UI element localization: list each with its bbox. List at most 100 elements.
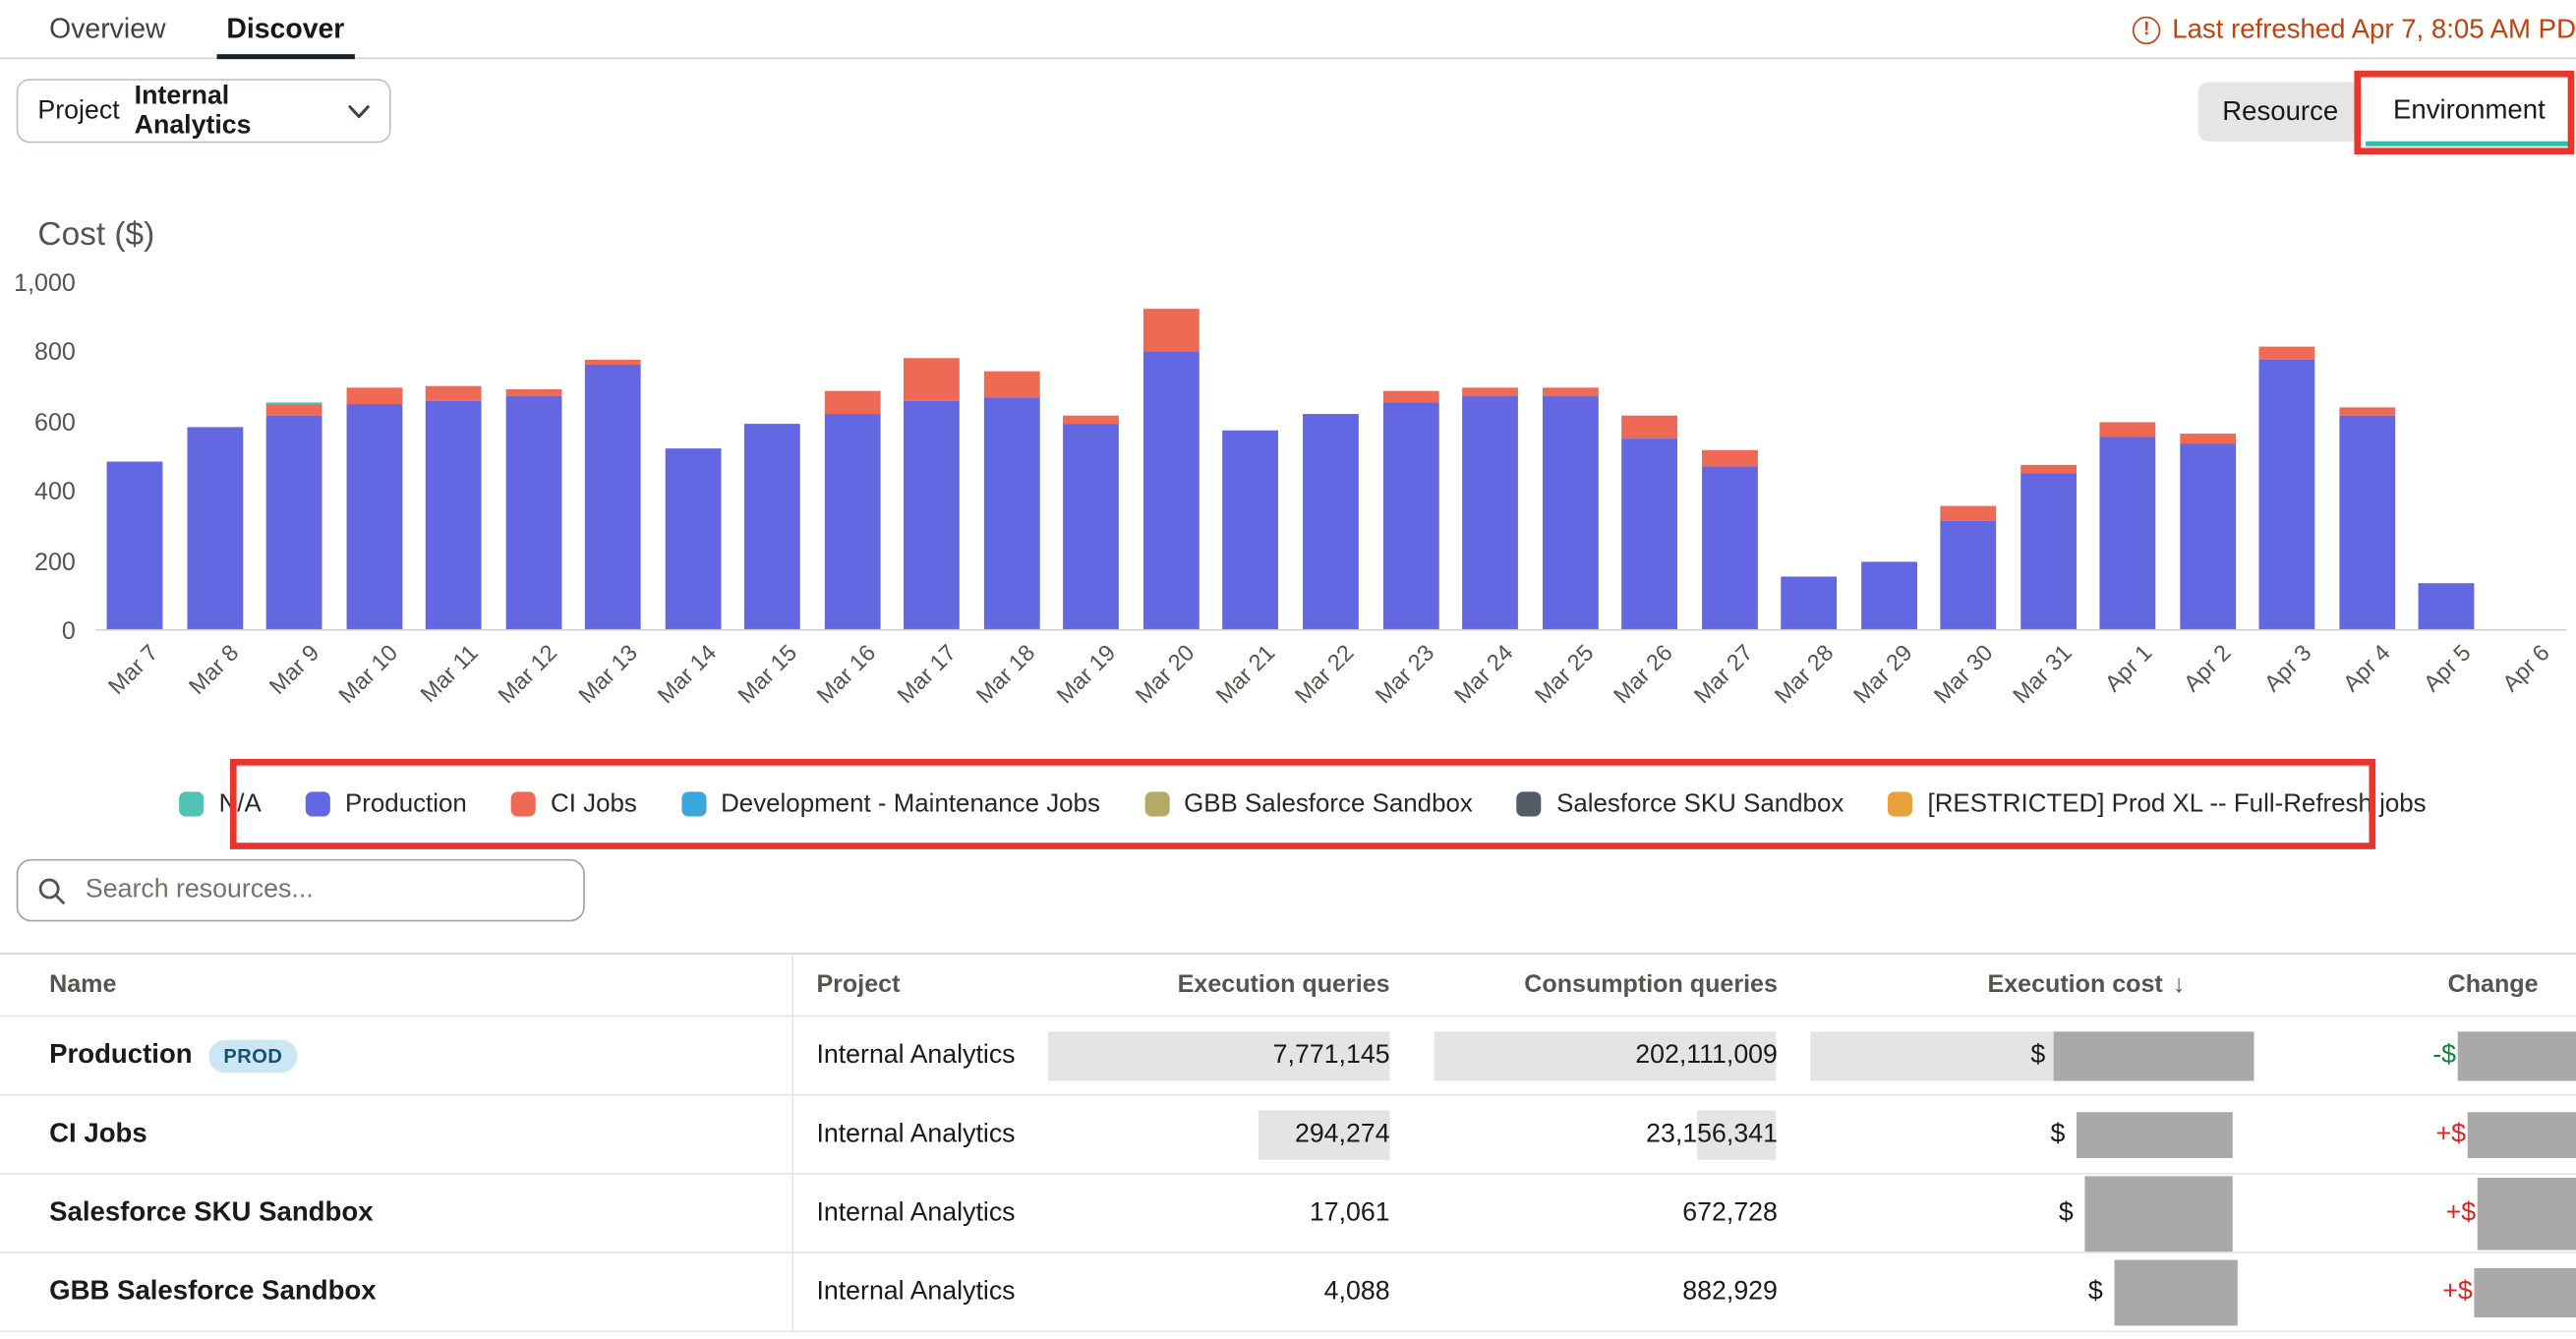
cell-name[interactable]: GBB Salesforce Sandbox [0,1253,793,1331]
project-filter-dropdown[interactable]: Project Internal Analytics [17,79,391,143]
legend-item[interactable]: Production [306,789,467,819]
environment-toggle-button[interactable]: Environment [2366,79,2573,146]
legend-item[interactable]: N/A [179,789,261,819]
stacked-bar[interactable] [2419,584,2475,629]
stacked-bar[interactable] [1382,390,1438,629]
bar-slot[interactable]: Apr 1 [2088,282,2168,629]
stacked-bar[interactable] [1143,309,1200,629]
stacked-bar[interactable] [1701,450,1757,629]
bar-slot[interactable]: Mar 19 [1052,282,1132,629]
x-tick-label: Mar 7 [103,639,163,699]
stacked-bar[interactable] [1542,387,1598,629]
bar-slot[interactable]: Apr 2 [2168,282,2248,629]
legend-item[interactable]: GBB Salesforce Sandbox [1144,789,1473,819]
column-header-project[interactable]: Project [793,955,1056,1016]
table-row[interactable]: Salesforce SKU SandboxInternal Analytics… [0,1175,2576,1253]
bar-slot[interactable]: Mar 31 [2008,282,2087,629]
stacked-bar[interactable] [665,448,721,629]
stacked-bar[interactable] [187,428,243,629]
stacked-bar[interactable] [107,462,163,629]
cell-name[interactable]: CI Jobs [0,1096,793,1174]
stacked-bar[interactable] [1941,506,1997,629]
redaction-box [2054,1031,2254,1080]
legend-swatch [511,791,536,816]
bar-slot[interactable]: Mar 21 [1211,282,1291,629]
bar-segment-production [346,404,402,628]
legend-item[interactable]: [RESTRICTED] Prod XL -- Full-Refresh job… [1888,789,2426,819]
stacked-bar[interactable] [346,387,402,629]
legend-item[interactable]: Salesforce SKU Sandbox [1517,789,1844,819]
bar-slot[interactable]: Mar 16 [813,282,893,629]
stacked-bar[interactable] [745,424,801,629]
stacked-bar[interactable] [2339,408,2395,629]
bar-slot[interactable]: Mar 25 [1530,282,1610,629]
bar-slot[interactable]: Mar 24 [1450,282,1530,629]
bar-slot[interactable]: Mar 28 [1769,282,1848,629]
stacked-bar[interactable] [1303,415,1359,629]
column-header-change[interactable]: Change [2264,955,2576,1016]
legend-item[interactable]: Development - Maintenance Jobs [681,789,1100,819]
bar-slot[interactable]: Mar 29 [1848,282,1928,629]
bar-slot[interactable]: Mar 17 [893,282,972,629]
table-row[interactable]: GBB Salesforce SandboxInternal Analytics… [0,1253,2576,1332]
bar-slot[interactable]: Mar 15 [732,282,812,629]
bar-slot[interactable]: Apr 4 [2327,282,2407,629]
stacked-bar[interactable] [905,358,961,629]
bar-slot[interactable]: Mar 11 [414,282,494,629]
bar-slot[interactable]: Apr 5 [2407,282,2487,629]
bar-slot[interactable]: Mar 9 [255,282,334,629]
stacked-bar[interactable] [585,359,641,629]
bar-slot[interactable]: Apr 6 [2487,282,2566,629]
table-row[interactable]: CI JobsInternal Analytics294,27423,156,3… [0,1096,2576,1175]
stacked-bar[interactable] [1781,577,1837,629]
stacked-bar[interactable] [426,385,482,629]
cell-execution-queries-value: 17,061 [1310,1198,1390,1228]
cell-name[interactable]: ProductionPROD [0,1017,793,1094]
stacked-bar[interactable] [2100,422,2156,629]
redaction-box [2478,1177,2576,1250]
bar-segment-ci-jobs [905,358,961,401]
table-row[interactable]: ProductionPRODInternal Analytics7,771,14… [0,1017,2576,1095]
bar-slot[interactable]: Mar 13 [573,282,653,629]
bar-slot[interactable]: Mar 8 [175,282,255,629]
bar-segment-ci-jobs [505,389,561,397]
bar-slot[interactable]: Mar 30 [1928,282,2008,629]
bar-slot[interactable]: Mar 10 [334,282,414,629]
bar-slot[interactable]: Mar 26 [1610,282,1689,629]
legend-item[interactable]: CI Jobs [511,789,637,819]
stacked-bar[interactable] [1223,430,1279,629]
column-header-execution-queries[interactable]: Execution queries [1056,955,1393,1016]
stacked-bar[interactable] [984,372,1040,629]
stacked-bar[interactable] [2020,465,2077,629]
stacked-bar[interactable] [505,389,561,629]
chevron-down-icon [348,104,370,117]
search-input[interactable] [83,874,564,906]
sort-descending-icon[interactable]: ↓ [2173,971,2186,999]
bar-segment-ci-jobs [2339,408,2395,416]
stacked-bar[interactable] [1860,561,1916,629]
stacked-bar[interactable] [266,402,322,629]
bar-slot[interactable]: Mar 22 [1291,282,1371,629]
bar-slot[interactable]: Mar 23 [1371,282,1450,629]
column-header-consumption-queries[interactable]: Consumption queries [1393,955,1780,1016]
bar-slot[interactable]: Mar 27 [1689,282,1769,629]
bar-slot[interactable]: Mar 7 [95,282,175,629]
resource-toggle-button[interactable]: Resource [2198,83,2363,142]
tab-discover[interactable]: Discover [226,0,344,57]
column-header-execution-cost[interactable]: Execution cost↓ [1780,955,2264,1016]
legend-swatch [1888,791,1912,816]
stacked-bar[interactable] [2180,435,2236,629]
bar-slot[interactable]: Mar 12 [494,282,573,629]
stacked-bar[interactable] [825,391,881,629]
stacked-bar[interactable] [1462,387,1518,629]
stacked-bar[interactable] [2259,347,2315,629]
tab-overview[interactable]: Overview [49,0,165,57]
cell-name[interactable]: Salesforce SKU Sandbox [0,1175,793,1252]
bar-slot[interactable]: Mar 20 [1132,282,1211,629]
stacked-bar[interactable] [1621,415,1677,629]
bar-slot[interactable]: Mar 18 [972,282,1052,629]
bar-slot[interactable]: Mar 14 [653,282,732,629]
bar-slot[interactable]: Apr 3 [2248,282,2327,629]
column-header-name[interactable]: Name [0,955,793,1016]
stacked-bar[interactable] [1064,415,1120,629]
